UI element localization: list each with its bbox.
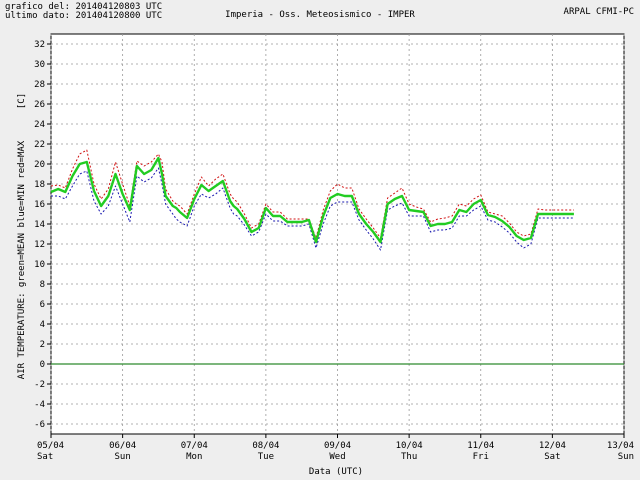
series-lines [50,149,574,251]
x-tick-date: 12/04 [539,441,566,451]
y-axis-label: AIR TEMPERATURE: green=MEAN blue=MIN red… [17,140,27,379]
y-tick-label: 30 [34,60,45,70]
y-axis-unit: [C] [17,93,27,109]
y-tick-label: 24 [34,120,45,130]
x-tick-date: 10/04 [396,441,423,451]
y-tick-label: 8 [40,280,45,290]
y-tick-label: 6 [40,300,45,310]
axes: -6-4-20246810121416182022242628303205/04… [34,40,634,462]
series-line-mean [50,156,574,244]
x-tick-date: 08/04 [252,441,279,451]
x-tick-date: 13/04 [607,441,634,451]
x-tick-date: 05/04 [37,441,64,451]
x-axis-label: Data (UTC) [309,467,363,477]
x-tick-day: Mon [186,452,202,462]
x-tick-day: Fri [473,452,489,462]
y-tick-label: 14 [34,220,45,230]
y-tick-label: 16 [34,200,45,210]
x-tick-date: 09/04 [324,441,351,451]
y-tick-label: 18 [34,180,45,190]
chart-title: Imperia - Oss. Meteosismico - IMPER [225,10,415,20]
x-tick-day: Sun [114,452,130,462]
x-tick-day: Sun [618,452,634,462]
chart-generated-label: grafico del: 201404120803 UTC [5,2,163,12]
y-tick-label: 12 [34,240,45,250]
grid [50,34,625,434]
y-tick-label: 2 [40,340,45,350]
x-tick-date: 11/04 [467,441,494,451]
x-tick-date: 07/04 [181,441,208,451]
y-tick-label: 10 [34,260,45,270]
y-tick-label: 28 [34,80,45,90]
x-tick-day: Tue [258,452,274,462]
y-tick-label: 32 [34,40,45,50]
x-tick-day: Thu [401,452,417,462]
x-tick-day: Wed [329,452,345,462]
x-tick-day: Sat [37,452,53,462]
y-tick-label: -2 [34,380,45,390]
y-tick-label: 26 [34,100,45,110]
agency-label: ARPAL CFMI-PC [563,7,634,17]
y-tick-label: 4 [40,320,45,330]
last-data-label: ultimo dato: 201404120800 UTC [5,11,163,21]
x-tick-day: Sat [544,452,560,462]
y-tick-label: -6 [34,420,45,430]
series-line-min [51,167,574,251]
y-tick-label: -4 [34,400,45,410]
y-tick-label: 22 [34,140,45,150]
y-tick-label: 20 [34,160,45,170]
x-tick-date: 06/04 [109,441,136,451]
y-tick-label: 0 [40,360,45,370]
